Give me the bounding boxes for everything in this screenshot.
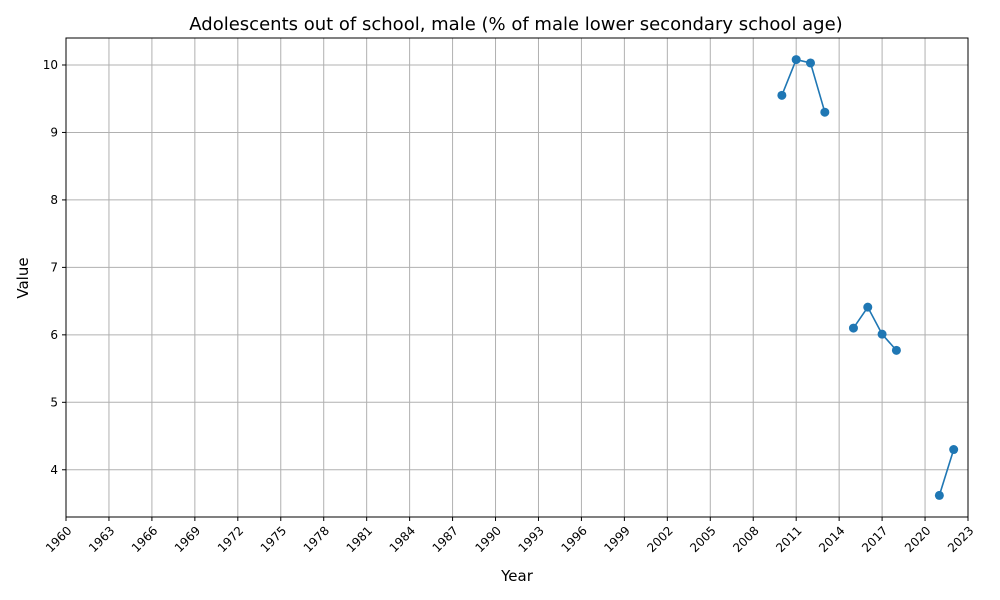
y-tick-label: 6 [50,328,58,342]
x-tick-label: 1999 [601,524,632,555]
x-tick-label: 1987 [430,524,461,555]
series-line [781,58,826,113]
x-tick-label: 1996 [558,524,589,555]
x-tick-label: 1978 [301,524,332,555]
x-tick-label: 2020 [902,524,933,555]
series-line [938,449,955,496]
data-point [820,107,830,117]
x-tick-label: 2002 [644,524,675,555]
x-axis: 1960 1963 1966 1969 1972 1975 1978 1981 1984 1987… [43,517,976,555]
data-point [777,90,787,100]
series-layer [777,55,959,500]
x-tick-label: 1975 [258,524,289,555]
plot-frame [65,37,969,518]
series-line [852,305,898,351]
y-tick-label: 8 [50,193,58,207]
x-tick-label: 2023 [945,524,976,555]
data-point [806,58,816,68]
x-tick-label: 1984 [387,524,418,555]
x-tick-label: 1993 [515,524,546,555]
chart-title: Adolescents out of school, male (% of ma… [189,14,842,35]
x-tick-label: 2014 [816,524,847,555]
x-tick-label: 1966 [129,524,160,555]
data-point [949,445,959,455]
data-point [877,329,887,339]
x-tick-label: 1969 [172,524,203,555]
x-tick-label: 2017 [859,524,890,555]
data-point [863,302,873,312]
y-tick-label: 5 [50,396,58,410]
x-tick-label: 1960 [43,524,74,555]
grid [65,38,969,517]
x-tick-label: 1963 [86,524,117,555]
y-axis: 4 5 6 7 8 9 10 [43,58,66,477]
y-tick-label: 10 [43,58,58,72]
x-tick-label: 1981 [344,524,375,555]
data-point [791,55,801,65]
y-axis-label: Value [14,257,32,298]
y-tick-label: 9 [50,126,58,140]
x-tick-label: 2005 [687,524,718,555]
x-tick-label: 2011 [773,524,804,555]
y-tick-label: 4 [50,463,58,477]
data-point [934,490,944,500]
data-point [848,323,858,333]
x-tick-label: 1990 [473,524,504,555]
x-tick-label: 1972 [215,524,246,555]
y-tick-label: 7 [50,261,58,275]
x-axis-label: Year [500,567,534,585]
x-tick-label: 2008 [730,524,761,555]
data-point [891,345,901,355]
